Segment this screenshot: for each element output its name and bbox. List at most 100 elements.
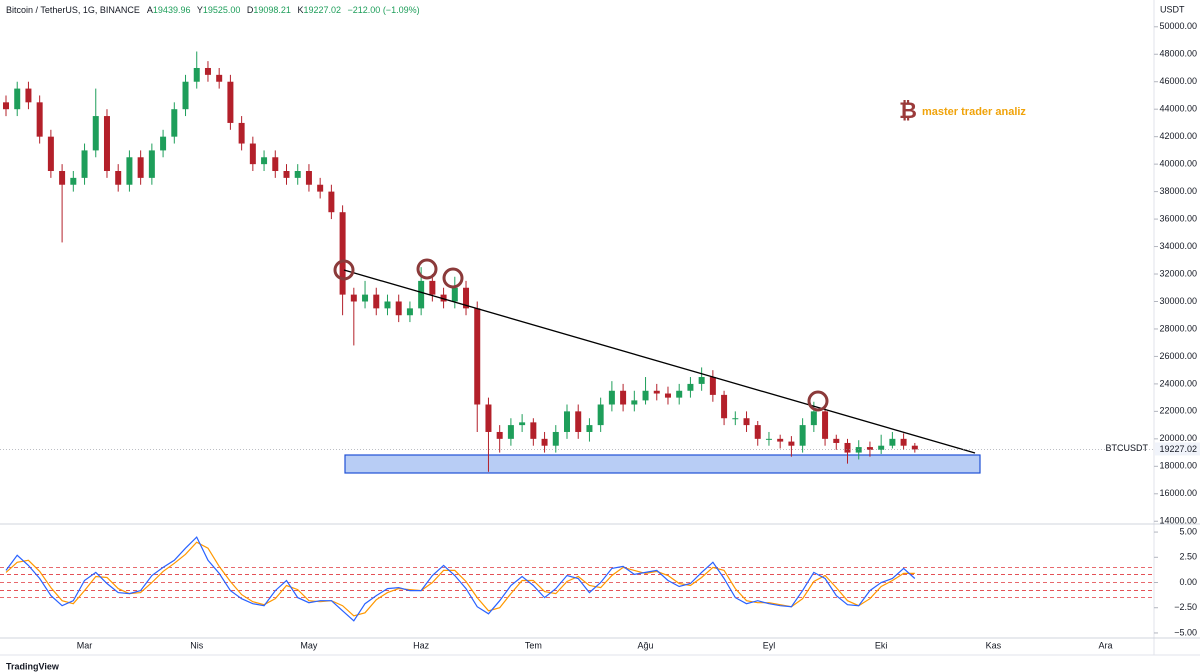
candle-body bbox=[855, 447, 862, 453]
candle-body bbox=[126, 157, 133, 185]
candle-body bbox=[25, 88, 32, 103]
candle-body bbox=[496, 431, 503, 439]
candle-body bbox=[305, 171, 312, 185]
y-tick-label: 18000.00 bbox=[1159, 461, 1197, 471]
y-tick-label: 44000.00 bbox=[1159, 104, 1197, 114]
candle-body bbox=[36, 102, 43, 137]
candle-body bbox=[777, 438, 784, 442]
candle-body bbox=[440, 294, 447, 302]
candle-body bbox=[586, 425, 593, 432]
candle-body bbox=[70, 177, 77, 185]
ohlc-key: A bbox=[146, 5, 153, 15]
y-tick-label: 2.50 bbox=[1179, 552, 1197, 562]
candle-body bbox=[653, 390, 660, 394]
candle-body bbox=[115, 171, 122, 185]
candle-body bbox=[283, 171, 290, 178]
ohlc-key: K bbox=[297, 5, 304, 15]
x-tick-label: Eyl bbox=[763, 640, 776, 650]
candle-body bbox=[261, 157, 268, 165]
touch-circle bbox=[416, 258, 438, 280]
y-tick-label: 50000.00 bbox=[1159, 21, 1197, 31]
y-tick-label: 26000.00 bbox=[1159, 351, 1197, 361]
trend-line bbox=[343, 269, 976, 454]
candle-body bbox=[530, 422, 537, 439]
candle-body bbox=[395, 301, 402, 316]
oscillator-line bbox=[5, 536, 916, 622]
footer-logo: TradingView bbox=[6, 661, 60, 671]
candle-body bbox=[92, 116, 99, 151]
candle-body bbox=[418, 280, 425, 309]
candle-body bbox=[721, 394, 728, 419]
watermark: master trader analiz bbox=[922, 106, 1026, 118]
y-tick-label: 46000.00 bbox=[1159, 76, 1197, 86]
x-tick-label: Nis bbox=[190, 640, 203, 650]
candle-body bbox=[866, 447, 873, 450]
ohlc-value: 19227.02 bbox=[303, 5, 342, 15]
candle-body bbox=[3, 102, 9, 110]
y-tick-label: −5.00 bbox=[1174, 627, 1197, 637]
x-tick-label: Haz bbox=[413, 640, 430, 650]
candle-body bbox=[103, 116, 110, 172]
candle-body bbox=[429, 280, 436, 295]
candle-body bbox=[137, 157, 144, 178]
candle-body bbox=[754, 425, 761, 439]
change: −212.00 (−1.09%) bbox=[347, 5, 420, 15]
y-tick-label: 34000.00 bbox=[1159, 241, 1197, 251]
y-tick-label: 0.00 bbox=[1179, 577, 1197, 587]
candle-body bbox=[676, 390, 683, 398]
candle-body bbox=[642, 390, 649, 401]
candle-body bbox=[620, 390, 627, 405]
ohlc-key: Y bbox=[196, 5, 203, 15]
candle-body bbox=[463, 287, 470, 309]
candle-body bbox=[844, 442, 851, 453]
candle-body bbox=[59, 171, 66, 185]
candle-body bbox=[373, 294, 380, 309]
x-tick-label: Ara bbox=[1099, 640, 1113, 650]
candle-body bbox=[911, 445, 918, 450]
y-tick-label: 14000.00 bbox=[1159, 516, 1197, 526]
y-tick-label: 40000.00 bbox=[1159, 159, 1197, 169]
last-price-box bbox=[1155, 442, 1200, 456]
symbol-label: BTCUSDT bbox=[1106, 443, 1149, 453]
candle-body bbox=[204, 67, 211, 75]
candle-body bbox=[889, 438, 896, 446]
candle-body bbox=[249, 143, 256, 165]
y-tick-label: 5.00 bbox=[1179, 526, 1197, 536]
candle-body bbox=[328, 191, 335, 213]
candle-body bbox=[519, 422, 526, 426]
candle-body bbox=[362, 294, 369, 302]
candle-body bbox=[833, 438, 840, 443]
x-tick-label: Eki bbox=[875, 640, 888, 650]
candle-body bbox=[474, 308, 481, 405]
candle-body bbox=[294, 171, 301, 178]
candle-body bbox=[597, 404, 604, 426]
candle-body bbox=[575, 411, 582, 432]
y-tick-label: 30000.00 bbox=[1159, 296, 1197, 306]
candle-body bbox=[608, 390, 615, 405]
legend-header: Bitcoin / TetherUS, 1G, BINANCE A19439.9… bbox=[6, 5, 424, 15]
candle-body bbox=[227, 81, 234, 123]
candle-body bbox=[552, 431, 559, 446]
ohlc-value: 19525.00 bbox=[202, 5, 241, 15]
candle-body bbox=[238, 122, 245, 144]
y-tick-label: 20000.00 bbox=[1159, 433, 1197, 443]
candle-body bbox=[171, 109, 178, 137]
candle-body bbox=[507, 425, 514, 439]
candle-body bbox=[799, 425, 806, 446]
candle-body bbox=[743, 418, 750, 426]
x-tick-label: Mar bbox=[77, 640, 93, 650]
candle-body bbox=[765, 438, 772, 440]
candle-body bbox=[900, 438, 907, 446]
candle-body bbox=[664, 393, 671, 398]
candle-body bbox=[485, 404, 492, 432]
candle-body bbox=[698, 377, 705, 384]
touch-circle bbox=[333, 259, 355, 281]
candle-body bbox=[732, 418, 739, 420]
candle-body bbox=[687, 383, 694, 391]
x-tick-label: May bbox=[300, 640, 318, 650]
candle-body bbox=[160, 136, 167, 151]
bitcoin-icon: ₿ bbox=[899, 98, 917, 123]
y-tick-label: 28000.00 bbox=[1159, 323, 1197, 333]
y-tick-label: 42000.00 bbox=[1159, 131, 1197, 141]
